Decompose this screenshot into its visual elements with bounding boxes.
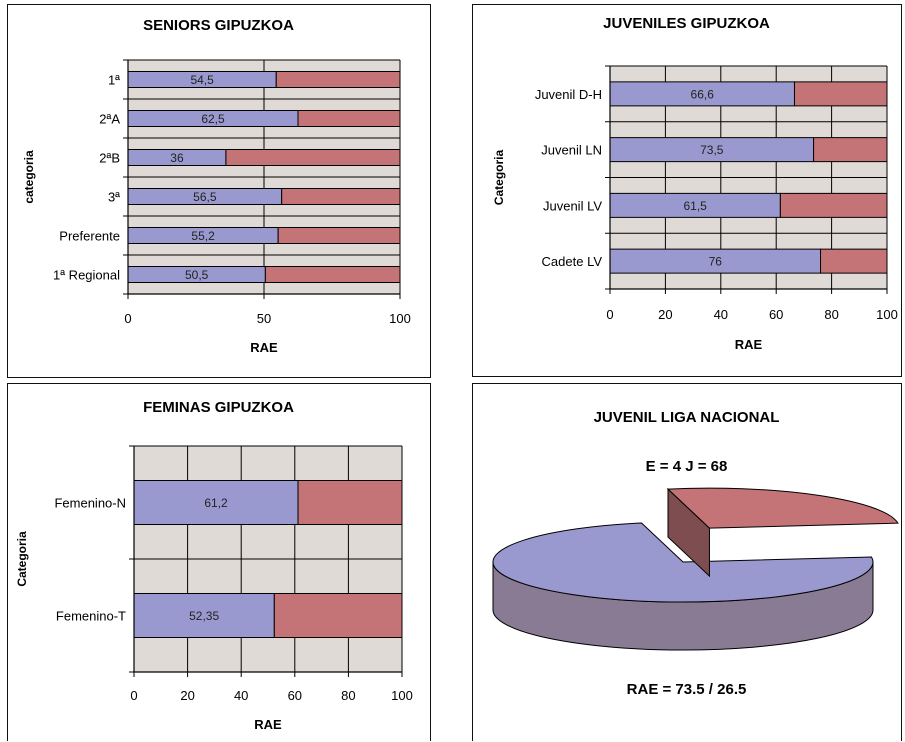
juveniles-x-tick-label: 60 xyxy=(769,307,783,322)
juveniles-panel: JUVENILES GIPUZKOA 66,6 Juvenil D-H 73,5 Juv… xyxy=(472,4,902,377)
seniors-category-label: 2ªB xyxy=(99,151,120,166)
seniors-bar-remainder xyxy=(275,71,401,88)
feminas-x-tick-label: 100 xyxy=(391,688,413,703)
feminas-chart: FEMINAS GIPUZKOA 61,2 Femenino-N 52,35 Femen… xyxy=(15,399,413,732)
pie-slice-1 xyxy=(666,487,899,529)
juveniles-data-label: 66,6 xyxy=(691,87,715,101)
feminas-data-label: 61,2 xyxy=(204,496,228,510)
seniors-data-label: 56,5 xyxy=(193,190,217,204)
juveniles-x-axis-label: RAE xyxy=(735,337,763,352)
liga-footer: RAE = 73.5 / 26.5 xyxy=(627,681,747,698)
juveniles-chart: JUVENILES GIPUZKOA 66,6 Juvenil D-H 73,5 Juv… xyxy=(492,15,898,352)
liga-subtitle: E = 4 J = 68 xyxy=(646,458,728,475)
feminas-x-tick-label: 0 xyxy=(130,688,137,703)
juveniles-data-label: 73,5 xyxy=(700,143,724,157)
juveniles-x-tick-label: 100 xyxy=(876,307,898,322)
seniors-bar-remainder xyxy=(277,227,401,244)
juveniles-bar-remainder xyxy=(793,81,888,107)
juveniles-x-tick-label: 40 xyxy=(714,307,728,322)
seniors-x-tick-label: 100 xyxy=(389,311,411,326)
juveniles-category-label: Juvenil LV xyxy=(543,198,602,213)
seniors-category-label: Preferente xyxy=(59,229,120,244)
juveniles-x-tick-label: 20 xyxy=(658,307,672,322)
juveniles-bar-primary xyxy=(609,137,815,163)
juveniles-bar-remainder xyxy=(779,192,888,218)
seniors-x-tick-label: 0 xyxy=(124,311,131,326)
seniors-title: SENIORS GIPUZKOA xyxy=(143,17,294,34)
juveniles-x-tick-label: 0 xyxy=(606,307,613,322)
feminas-bar-remainder xyxy=(297,480,403,525)
juveniles-bar-primary xyxy=(609,81,795,107)
juveniles-bar-primary xyxy=(609,192,781,218)
seniors-bar-remainder xyxy=(225,149,401,166)
juveniles-bar-remainder xyxy=(820,248,888,274)
seniors-category-label: 3ª xyxy=(108,190,120,205)
seniors-data-label: 36 xyxy=(170,151,184,165)
feminas-x-tick-label: 80 xyxy=(341,688,355,703)
juveniles-category-label: Cadete LV xyxy=(542,254,603,269)
juveniles-title: JUVENILES GIPUZKOA xyxy=(603,15,770,32)
feminas-bar-primary xyxy=(133,593,275,638)
seniors-category-label: 2ªA xyxy=(99,112,120,127)
liga-chart: JUVENIL LIGA NACIONAL E = 4 J = 68 RAE = 7… xyxy=(492,409,899,698)
seniors-bar-remainder xyxy=(264,266,401,283)
feminas-category-label: Femenino-T xyxy=(56,609,126,624)
juveniles-data-label: 76 xyxy=(709,255,723,269)
seniors-category-label: 1ª Regional xyxy=(53,268,120,283)
juveniles-category-label: Juvenil D-H xyxy=(535,87,602,102)
feminas-category-label: Femenino-N xyxy=(54,496,126,511)
feminas-title: FEMINAS GIPUZKOA xyxy=(143,399,294,416)
liga-title: JUVENIL LIGA NACIONAL xyxy=(594,409,780,426)
feminas-x-tick-label: 40 xyxy=(234,688,248,703)
feminas-bar-remainder xyxy=(273,593,403,638)
seniors-bar-remainder xyxy=(297,110,401,127)
feminas-panel: FEMINAS GIPUZKOA 61,2 Femenino-N 52,35 Femen… xyxy=(7,383,431,741)
feminas-x-tick-label: 60 xyxy=(288,688,302,703)
feminas-x-tick-label: 20 xyxy=(180,688,194,703)
pie-slice-0 xyxy=(492,522,874,603)
juveniles-category-label: Juvenil LN xyxy=(541,143,602,158)
seniors-y-axis-label: categoria xyxy=(22,150,36,204)
seniors-x-tick-label: 50 xyxy=(257,311,271,326)
liga-panel: JUVENIL LIGA NACIONAL E = 4 J = 68 RAE = 7… xyxy=(472,383,902,741)
seniors-chart: SENIORS GIPUZKOA 54,5 1ª 62,5 2ªA 36 2ªB 56,5 3ª… xyxy=(22,17,411,355)
juveniles-y-axis-label: Categoria xyxy=(492,150,506,206)
seniors-data-label: 62,5 xyxy=(201,112,225,126)
juveniles-bar-primary xyxy=(609,248,822,274)
seniors-category-label: 1ª xyxy=(108,73,120,88)
juveniles-x-tick-label: 80 xyxy=(824,307,838,322)
feminas-x-axis-label: RAE xyxy=(254,717,282,732)
seniors-x-axis-label: RAE xyxy=(250,340,278,355)
juveniles-data-label: 61,5 xyxy=(683,199,707,213)
feminas-y-axis-label: Categoria xyxy=(15,531,29,587)
seniors-bar-remainder xyxy=(281,188,401,205)
seniors-panel: SENIORS GIPUZKOA 54,5 1ª 62,5 2ªA 36 2ªB 56,5 3ª… xyxy=(7,4,431,378)
feminas-data-label: 52,35 xyxy=(189,609,219,623)
seniors-data-label: 54,5 xyxy=(190,73,214,87)
juveniles-bar-remainder xyxy=(813,137,888,163)
seniors-data-label: 50,5 xyxy=(185,268,209,282)
seniors-data-label: 55,2 xyxy=(191,229,215,243)
